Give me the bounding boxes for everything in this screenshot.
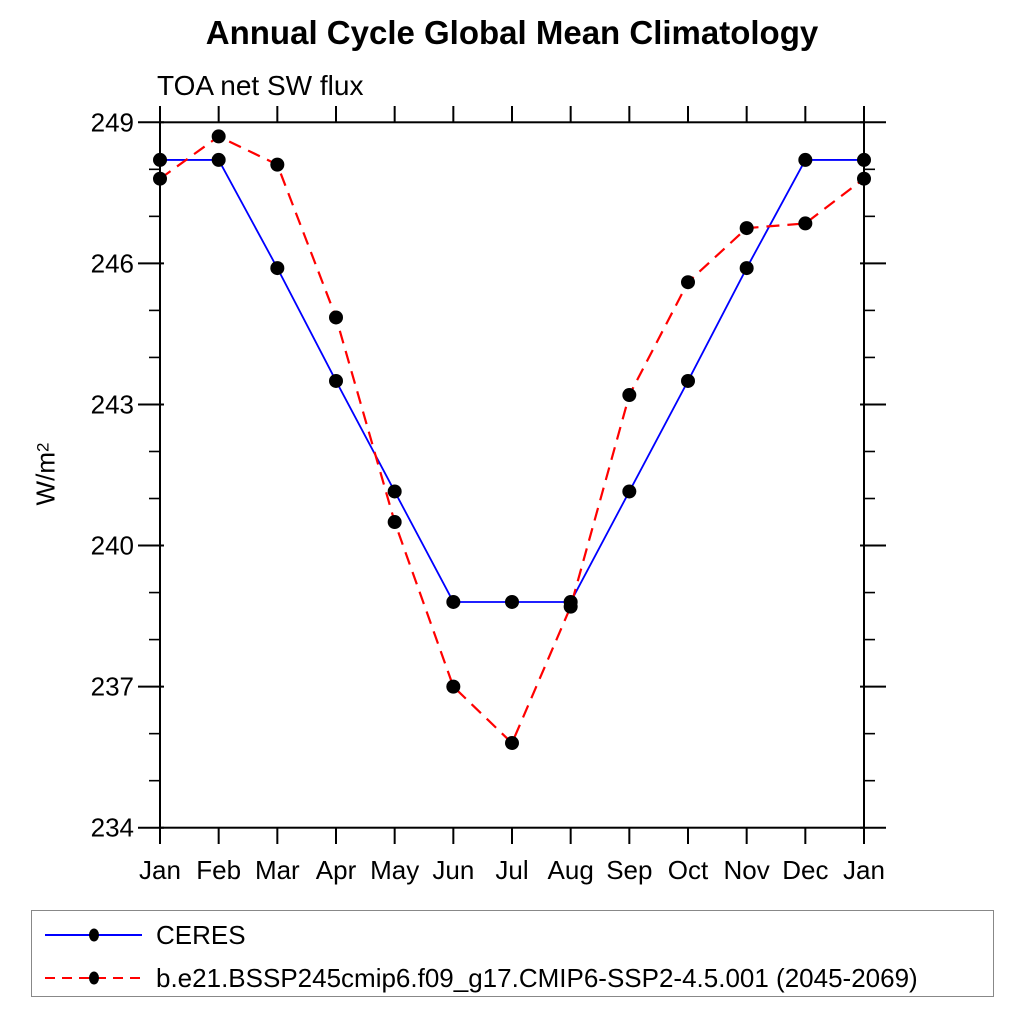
x-tick-label: Nov [724, 855, 770, 885]
data-point-s0 [681, 373, 695, 388]
data-point-s1 [211, 129, 226, 144]
data-point-s0 [387, 484, 402, 499]
legend-box: CERES b.e21.BSSP245cmip6.f09_g17.CMIP6-S… [31, 910, 994, 997]
data-point-s0 [270, 261, 285, 276]
legend-marker-icon [89, 971, 99, 985]
x-tick-label: Mar [255, 855, 300, 885]
x-tick-label: Aug [548, 855, 594, 885]
data-point-s0 [329, 373, 343, 388]
chart-title: Annual Cycle Global Mean Climatology [205, 14, 819, 51]
x-tick-label: Jan [843, 855, 885, 885]
series-line-1 [159, 135, 865, 745]
x-tick-label: May [370, 855, 419, 885]
data-point-s1 [270, 157, 285, 172]
y-tick-label: 234 [91, 813, 134, 843]
y-tick-label: 240 [91, 531, 134, 561]
legend-label-model: b.e21.BSSP245cmip6.f09_g17.CMIP6-SSP2-4.… [156, 963, 918, 993]
data-point-s1 [739, 221, 754, 236]
x-tick-label: Jun [432, 855, 474, 885]
data-point-s1 [329, 310, 343, 325]
data-point-s0 [446, 594, 461, 609]
legend-item-model: b.e21.BSSP245cmip6.f09_g17.CMIP6-SSP2-4.… [38, 965, 918, 991]
x-tick-label: Oct [668, 855, 709, 885]
legend-marker-icon [89, 928, 99, 942]
legend-label-ceres: CERES [156, 920, 246, 950]
y-tick-label: 243 [91, 389, 134, 419]
data-point-s0 [622, 484, 637, 499]
data-point-s1 [446, 679, 461, 694]
legend-line-dashed-icon [45, 971, 142, 985]
data-point-s0 [857, 152, 871, 167]
data-point-s1 [505, 736, 519, 751]
x-tick-label: Jul [495, 855, 528, 885]
data-point-s0 [211, 152, 226, 167]
plot-area: 234 237 240 243 246 249 Jan Feb Mar Apr May Jun Jul A… [91, 106, 886, 885]
data-point-s0 [798, 152, 813, 167]
x-tick-label: Sep [606, 855, 652, 885]
legend-line-solid-icon [45, 928, 142, 942]
data-point-s0 [153, 152, 167, 167]
y-tick-label: 249 [91, 107, 134, 137]
data-point-s1 [681, 275, 695, 290]
x-tick-label: Dec [782, 855, 828, 885]
data-point-s0 [739, 261, 754, 276]
data-point-s1 [387, 515, 402, 530]
y-tick-label: 237 [91, 672, 134, 702]
data-point-s1 [622, 388, 637, 403]
x-tick-label: Apr [316, 855, 357, 885]
x-tick-label: Jan [139, 855, 181, 885]
chart-subtitle: TOA net SW flux [157, 70, 364, 101]
y-tick-label: 246 [91, 248, 134, 278]
x-tick-label: Feb [196, 855, 241, 885]
data-point-s1 [857, 171, 871, 186]
data-point-s1 [153, 171, 167, 186]
legend-item-ceres: CERES [38, 922, 246, 948]
data-point-s0 [505, 594, 519, 609]
data-point-s1 [563, 599, 578, 614]
data-point-s1 [798, 216, 813, 231]
